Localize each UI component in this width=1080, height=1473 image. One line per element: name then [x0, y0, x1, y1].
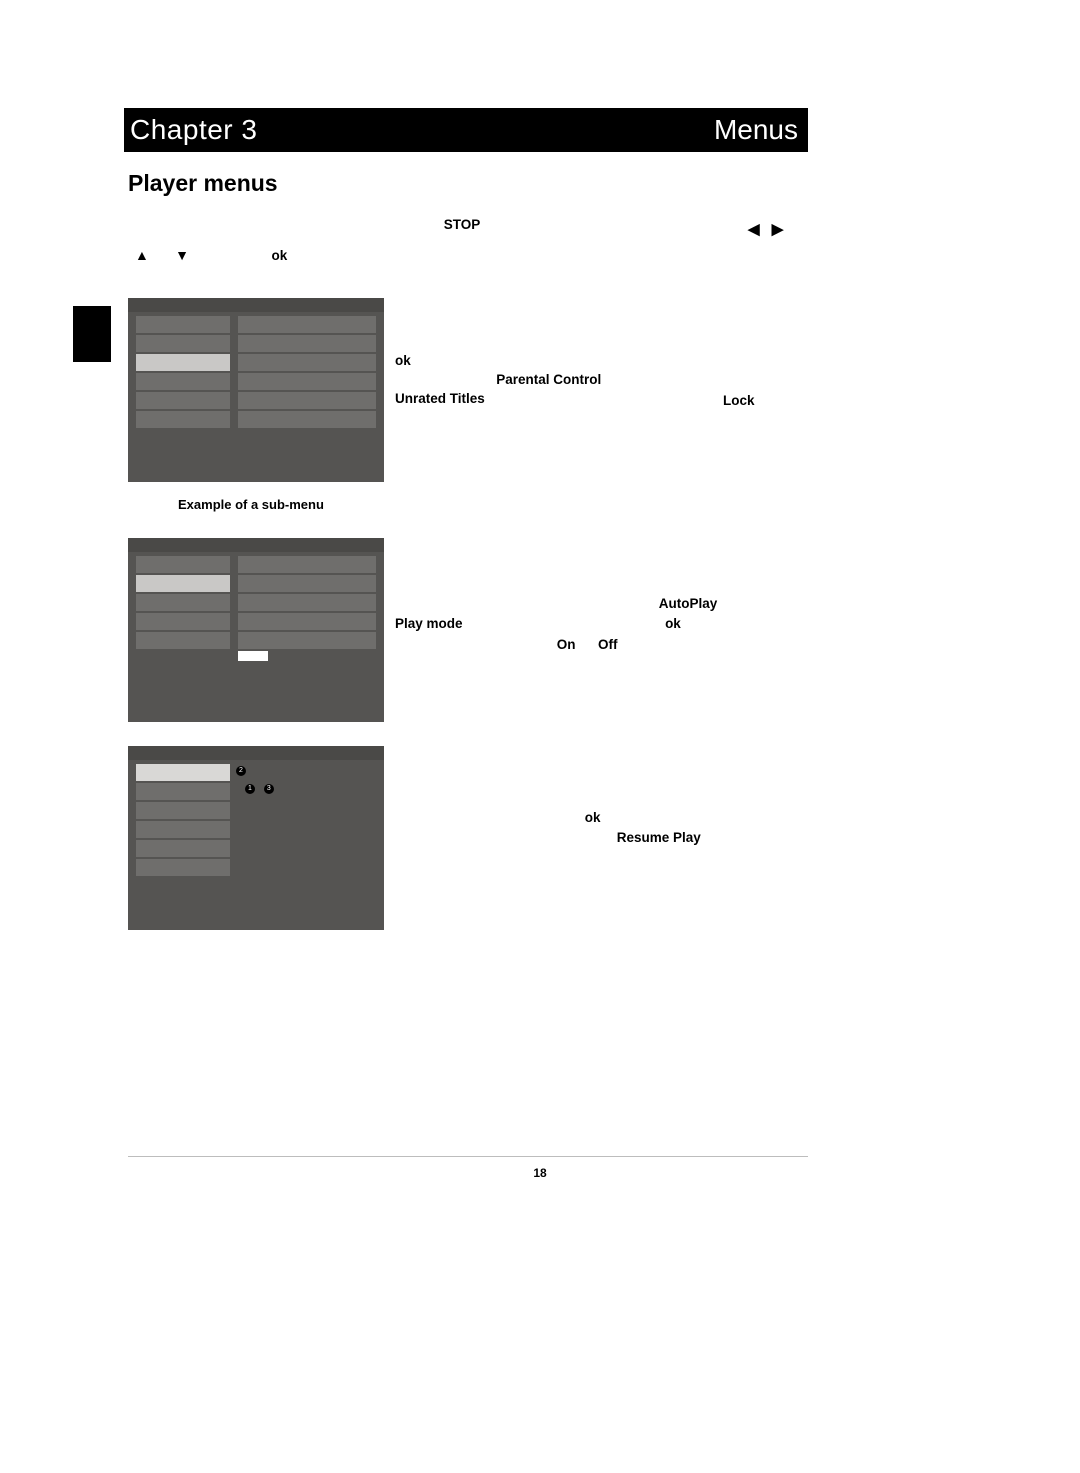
menu-row — [136, 373, 230, 390]
autoplay-label: AutoPlay — [659, 596, 718, 611]
ok-label: ok — [395, 353, 411, 368]
submenu-screenshot-2 — [128, 538, 384, 722]
resume-play-label: Resume Play — [617, 830, 701, 845]
off-label: Off — [598, 637, 618, 652]
chapter-header: Chapter 3 Menus — [124, 108, 808, 152]
playmode-label: Play mode — [395, 616, 463, 631]
paragraph-autoplay: AutoPlay Play mode ok On Off — [395, 594, 803, 655]
ok-label: ok — [585, 810, 601, 825]
circled-number-icon: 3 — [264, 784, 274, 794]
paragraph-lock: ok Parental Control Lock Unrated Titles — [395, 352, 803, 409]
parental-control-label: Parental Control — [496, 372, 601, 387]
menu-row — [136, 802, 230, 819]
page-number: 18 — [0, 1166, 1080, 1180]
badge-cluster: 2 1 3 — [236, 762, 274, 798]
menu-row — [136, 859, 230, 876]
manual-page: Chapter 3 Menus Player menus ▲ ▼ ok STOP… — [0, 0, 1080, 1473]
menu-row — [238, 392, 376, 409]
shot-topbar — [128, 538, 384, 552]
footer-rule — [128, 1156, 808, 1157]
menu-row — [238, 613, 376, 630]
screenshot-caption-1: Example of a sub-menu — [178, 497, 324, 512]
unrated-titles-label: Unrated Titles — [395, 391, 485, 406]
submenu-screenshot-1 — [128, 298, 384, 482]
menu-row — [238, 411, 376, 428]
menu-row — [238, 335, 376, 352]
ok-label: ok — [665, 616, 681, 631]
left-right-arrows-icon: ◀ ▶ — [748, 220, 787, 238]
menu-row — [238, 556, 376, 573]
menu-row — [136, 840, 230, 857]
menu-row — [136, 821, 230, 838]
menu-row — [136, 316, 230, 333]
stop-label: STOP — [444, 217, 481, 232]
ok-label: ok — [272, 248, 288, 263]
menu-row-highlighted — [136, 764, 230, 781]
lock-label: Lock — [723, 392, 755, 411]
menu-row — [136, 392, 230, 409]
menu-row — [238, 575, 376, 592]
menu-row — [136, 411, 230, 428]
menu-row — [136, 613, 230, 630]
circled-number-icon: 1 — [245, 784, 255, 794]
stop-line: STOP — [395, 217, 803, 232]
arrow-down-icon: ▼ — [175, 247, 189, 263]
edge-tab — [73, 306, 111, 362]
shot-right-column — [238, 316, 376, 430]
menu-row — [136, 632, 230, 649]
menu-row — [238, 316, 376, 333]
menu-row-highlighted — [136, 354, 230, 371]
menu-row — [238, 373, 376, 390]
menu-row-highlighted — [136, 575, 230, 592]
submenu-screenshot-3: 2 1 3 — [128, 746, 384, 930]
chapter-label: Chapter 3 — [130, 114, 257, 146]
shot-topbar — [128, 298, 384, 312]
shot-left-column — [136, 556, 230, 651]
section-label: Menus — [714, 114, 798, 146]
menu-row — [136, 783, 230, 800]
page-title: Player menus — [128, 170, 278, 197]
arrow-up-icon: ▲ — [135, 247, 149, 263]
paragraph-resume: ok Resume Play — [395, 808, 803, 849]
shot-topbar — [128, 746, 384, 760]
menu-row — [136, 556, 230, 573]
white-detail — [238, 651, 268, 661]
shot-left-column — [136, 764, 230, 878]
shot-left-column — [136, 316, 230, 430]
circled-number-icon: 2 — [236, 766, 246, 776]
menu-row — [238, 632, 376, 649]
menu-row — [136, 594, 230, 611]
menu-row — [238, 354, 376, 371]
nav-hint: ▲ ▼ ok — [135, 247, 385, 263]
on-label: On — [557, 637, 576, 652]
menu-row — [238, 594, 376, 611]
shot-right-column — [238, 556, 376, 651]
menu-row — [136, 335, 230, 352]
